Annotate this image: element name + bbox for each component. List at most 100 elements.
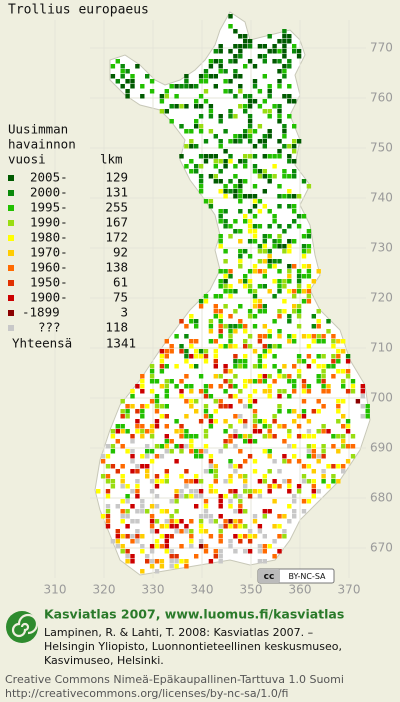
observation-square bbox=[233, 359, 238, 364]
observation-square bbox=[135, 534, 140, 539]
observation-square bbox=[301, 334, 307, 339]
observation-square bbox=[311, 279, 316, 284]
observation-square bbox=[267, 349, 272, 354]
observation-square bbox=[189, 364, 194, 369]
observation-square bbox=[321, 404, 326, 409]
observation-square bbox=[179, 389, 184, 394]
observation-square bbox=[198, 374, 204, 379]
observation-square bbox=[247, 289, 253, 294]
badge-cc: cc bbox=[264, 572, 275, 582]
observation-square bbox=[360, 394, 365, 399]
observation-square bbox=[130, 79, 135, 84]
observation-square bbox=[228, 314, 233, 319]
observation-square bbox=[233, 289, 238, 294]
observation-square bbox=[306, 449, 312, 454]
observation-square bbox=[198, 354, 204, 359]
observation-square bbox=[365, 404, 370, 409]
observation-square bbox=[149, 459, 155, 464]
badge-left bbox=[258, 569, 280, 583]
observation-square bbox=[267, 209, 272, 214]
observation-square bbox=[140, 534, 145, 539]
observation-square bbox=[267, 449, 272, 454]
observation-square bbox=[159, 559, 165, 564]
observation-square bbox=[228, 524, 233, 529]
observation-square bbox=[331, 444, 336, 449]
observation-square bbox=[272, 104, 277, 109]
observation-square bbox=[257, 124, 263, 129]
observation-square bbox=[213, 479, 218, 484]
legend-count: 61 bbox=[113, 275, 128, 290]
observation-square bbox=[223, 369, 228, 374]
observation-square bbox=[120, 414, 125, 419]
observation-square bbox=[272, 259, 277, 264]
observation-square bbox=[345, 359, 351, 364]
observation-square bbox=[292, 509, 297, 514]
observation-square bbox=[262, 234, 267, 239]
observation-square bbox=[233, 44, 238, 49]
observation-square bbox=[174, 529, 179, 534]
observation-square bbox=[198, 94, 204, 99]
observation-square bbox=[135, 469, 140, 474]
observation-square bbox=[252, 314, 258, 319]
observation-square bbox=[159, 364, 165, 369]
observation-square bbox=[135, 529, 140, 534]
observation-square bbox=[130, 84, 135, 89]
observation-square bbox=[223, 79, 228, 84]
observation-square bbox=[218, 399, 223, 404]
observation-square bbox=[135, 509, 140, 514]
observation-square bbox=[149, 524, 155, 529]
legend-label: 2005- bbox=[30, 170, 68, 185]
observation-square bbox=[203, 99, 209, 104]
observation-square bbox=[228, 284, 233, 289]
observation-square bbox=[233, 354, 238, 359]
observation-square bbox=[218, 279, 223, 284]
observation-square bbox=[198, 184, 204, 189]
observation-square bbox=[198, 129, 204, 134]
observation-square bbox=[306, 419, 312, 424]
observation-square bbox=[189, 529, 194, 534]
observation-square bbox=[331, 344, 336, 349]
observation-square bbox=[203, 544, 209, 549]
observation-square bbox=[194, 104, 199, 109]
observation-square bbox=[292, 294, 297, 299]
observation-square bbox=[321, 474, 326, 479]
observation-square bbox=[296, 139, 302, 144]
observation-square bbox=[247, 99, 253, 104]
observation-square bbox=[105, 444, 111, 449]
observation-square bbox=[301, 179, 307, 184]
observation-square bbox=[262, 134, 267, 139]
observation-square bbox=[105, 509, 111, 514]
observation-square bbox=[306, 289, 312, 294]
observation-square bbox=[184, 399, 189, 404]
observation-square bbox=[159, 534, 165, 539]
observation-square bbox=[223, 69, 228, 74]
observation-square bbox=[169, 439, 174, 444]
y-label: 680 bbox=[370, 491, 393, 505]
observation-square bbox=[277, 314, 282, 319]
observation-square bbox=[203, 154, 209, 159]
observation-square bbox=[267, 489, 272, 494]
observation-square bbox=[120, 474, 125, 479]
observation-square bbox=[238, 399, 243, 404]
observation-square bbox=[247, 534, 253, 539]
observation-square bbox=[262, 324, 267, 329]
observation-square bbox=[145, 449, 150, 454]
badge-terms: BY-NC-SA bbox=[288, 572, 326, 581]
observation-square bbox=[189, 319, 194, 324]
observation-square bbox=[252, 364, 258, 369]
observation-square bbox=[218, 269, 223, 274]
observation-square bbox=[247, 434, 253, 439]
observation-square bbox=[257, 359, 263, 364]
observation-square bbox=[218, 324, 223, 329]
observation-square bbox=[149, 514, 155, 519]
observation-square bbox=[257, 354, 263, 359]
observation-square bbox=[189, 344, 194, 349]
observation-square bbox=[243, 129, 248, 134]
observation-square bbox=[257, 304, 263, 309]
observation-square bbox=[179, 344, 184, 349]
observation-square bbox=[243, 214, 248, 219]
observation-square bbox=[262, 154, 267, 159]
observation-square bbox=[272, 434, 277, 439]
observation-square bbox=[282, 309, 287, 314]
observation-square bbox=[257, 199, 263, 204]
